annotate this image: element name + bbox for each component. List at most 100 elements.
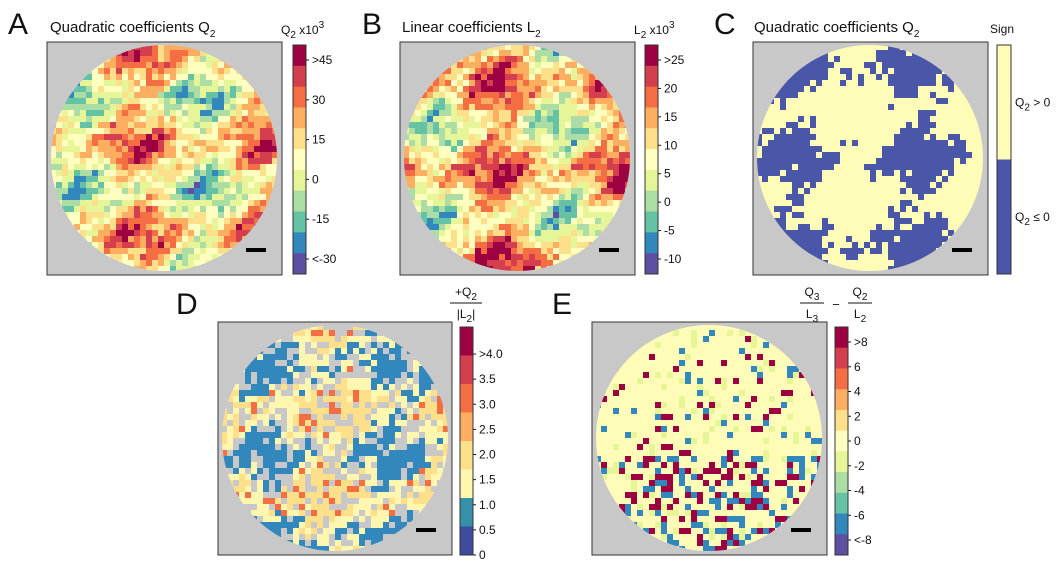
map-pixel bbox=[577, 176, 583, 182]
map-pixel bbox=[834, 224, 840, 230]
map-pixel bbox=[739, 330, 745, 336]
map-pixel bbox=[431, 438, 437, 444]
map-pixel bbox=[547, 236, 553, 242]
map-pixel bbox=[341, 378, 347, 384]
map-pixel bbox=[383, 510, 389, 516]
map-pixel bbox=[745, 342, 751, 348]
map-pixel bbox=[170, 158, 176, 164]
map-pixel bbox=[116, 86, 122, 92]
map-pixel bbox=[565, 134, 571, 140]
map-pixel bbox=[888, 176, 894, 182]
map-pixel bbox=[960, 152, 966, 158]
map-pixel bbox=[347, 390, 353, 396]
map-pixel bbox=[870, 116, 876, 122]
map-pixel bbox=[762, 188, 768, 194]
map-pixel bbox=[469, 74, 475, 80]
map-pixel bbox=[263, 408, 269, 414]
map-pixel bbox=[182, 146, 188, 152]
map-pixel bbox=[577, 236, 583, 242]
map-pixel bbox=[571, 188, 577, 194]
map-pixel bbox=[341, 402, 347, 408]
map-pixel bbox=[571, 146, 577, 152]
map-pixel bbox=[499, 68, 505, 74]
map-pixel bbox=[239, 444, 245, 450]
map-pixel bbox=[541, 176, 547, 182]
map-pixel bbox=[463, 164, 469, 170]
map-pixel bbox=[275, 372, 281, 378]
map-pixel bbox=[697, 390, 703, 396]
map-pixel bbox=[134, 128, 140, 134]
map-pixel bbox=[86, 194, 92, 200]
map-pixel bbox=[98, 134, 104, 140]
map-pixel bbox=[499, 260, 505, 266]
map-pixel bbox=[517, 98, 523, 104]
map-pixel bbox=[757, 372, 763, 378]
map-pixel bbox=[583, 164, 589, 170]
map-pixel bbox=[92, 224, 98, 230]
map-pixel bbox=[565, 62, 571, 68]
map-pixel bbox=[810, 200, 816, 206]
map-pixel bbox=[257, 360, 263, 366]
map-pixel bbox=[733, 372, 739, 378]
map-pixel bbox=[870, 224, 876, 230]
map-pixel bbox=[816, 110, 822, 116]
map-pixel bbox=[571, 152, 577, 158]
map-pixel bbox=[80, 164, 86, 170]
map-pixel bbox=[445, 86, 451, 92]
map-pixel bbox=[595, 128, 601, 134]
map-pixel bbox=[535, 194, 541, 200]
map-pixel bbox=[619, 146, 625, 152]
map-pixel bbox=[900, 212, 906, 218]
map-pixel bbox=[780, 146, 786, 152]
map-pixel bbox=[517, 206, 523, 212]
map-pixel bbox=[383, 492, 389, 498]
map-pixel bbox=[260, 110, 266, 116]
map-pixel bbox=[188, 98, 194, 104]
map-pixel bbox=[703, 378, 709, 384]
map-pixel bbox=[816, 188, 822, 194]
map-pixel bbox=[433, 206, 439, 212]
map-pixel bbox=[188, 140, 194, 146]
map-pixel bbox=[293, 402, 299, 408]
map-pixel bbox=[565, 86, 571, 92]
map-pixel bbox=[305, 402, 311, 408]
map-pixel bbox=[685, 372, 691, 378]
map-pixel bbox=[415, 164, 421, 170]
map-pixel bbox=[559, 236, 565, 242]
map-pixel bbox=[768, 152, 774, 158]
map-pixel bbox=[263, 462, 269, 468]
map-pixel bbox=[86, 164, 92, 170]
map-pixel bbox=[451, 188, 457, 194]
map-pixel bbox=[834, 230, 840, 236]
map-pixel bbox=[188, 224, 194, 230]
map-pixel bbox=[559, 86, 565, 92]
map-pixel bbox=[110, 158, 116, 164]
map-pixel bbox=[553, 104, 559, 110]
map-pixel bbox=[299, 528, 305, 534]
map-pixel bbox=[565, 248, 571, 254]
map-pixel bbox=[619, 396, 625, 402]
map-pixel bbox=[347, 438, 353, 444]
map-pixel bbox=[251, 402, 257, 408]
map-pixel bbox=[828, 230, 834, 236]
map-pixel bbox=[697, 378, 703, 384]
map-pixel bbox=[487, 248, 493, 254]
map-pixel bbox=[176, 170, 182, 176]
map-pixel bbox=[583, 104, 589, 110]
map-pixel bbox=[523, 248, 529, 254]
map-pixel bbox=[493, 134, 499, 140]
map-pixel bbox=[894, 68, 900, 74]
map-pixel bbox=[188, 248, 194, 254]
map-pixel bbox=[188, 116, 194, 122]
map-pixel bbox=[407, 492, 413, 498]
map-pixel bbox=[293, 450, 299, 456]
map-pixel bbox=[565, 182, 571, 188]
map-pixel bbox=[164, 194, 170, 200]
map-pixel bbox=[218, 74, 224, 80]
map-pixel bbox=[804, 212, 810, 218]
map-pixel bbox=[463, 110, 469, 116]
map-pixel bbox=[371, 480, 377, 486]
map-pixel bbox=[804, 68, 810, 74]
map-pixel bbox=[882, 86, 888, 92]
map-pixel bbox=[798, 200, 804, 206]
